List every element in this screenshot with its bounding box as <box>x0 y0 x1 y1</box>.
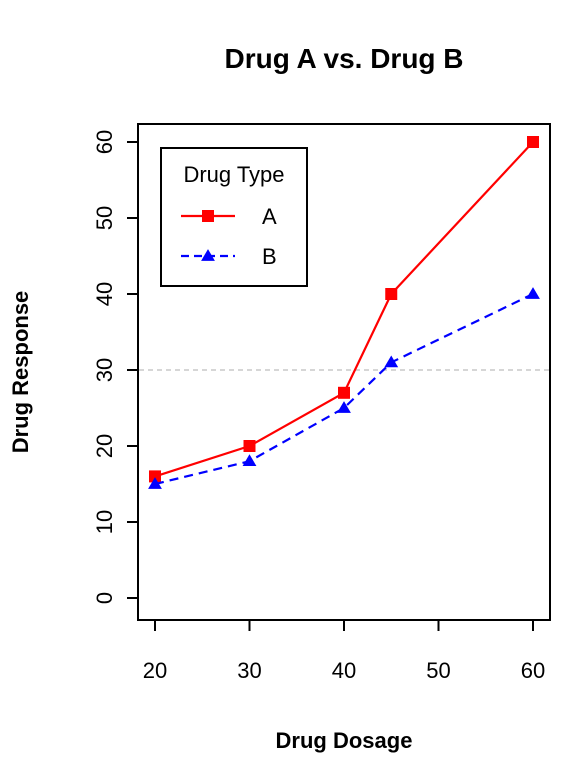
y-tick-label-50: 50 <box>92 206 117 230</box>
y-axis: 0 10 20 30 40 50 60 <box>92 130 139 604</box>
point-B-60 <box>526 287 540 299</box>
y-tick-label-10: 10 <box>92 510 117 534</box>
point-B-45 <box>384 355 399 368</box>
legend-label-A: A <box>262 204 277 229</box>
y-tick-label-20: 20 <box>92 434 117 458</box>
point-B-30 <box>242 454 257 467</box>
point-A-20 <box>149 470 161 483</box>
point-B-40 <box>337 401 351 413</box>
x-axis-title: Drug Dosage <box>276 728 413 753</box>
x-tick-label-20: 20 <box>143 658 167 683</box>
chart-title: Drug A vs. Drug B <box>224 43 463 74</box>
series-group <box>148 136 540 489</box>
y-tick-label-60: 60 <box>92 130 117 154</box>
y-axis-title: Drug Response <box>8 291 33 454</box>
legend-label-B: B <box>262 244 277 269</box>
point-A-30 <box>243 440 256 452</box>
point-B-20 <box>148 477 162 489</box>
legend-title: Drug Type <box>183 162 284 187</box>
x-tick-label-50: 50 <box>426 658 450 683</box>
x-tick-label-60: 60 <box>521 658 545 683</box>
series-A <box>149 136 539 483</box>
legend: Drug Type AB <box>160 147 308 287</box>
point-A-60 <box>527 136 539 148</box>
legend-marker-A <box>202 210 214 222</box>
x-axis: 20 30 40 50 60 <box>143 619 545 683</box>
point-A-45 <box>385 288 398 300</box>
x-tick-label-40: 40 <box>332 658 356 683</box>
series-B <box>148 287 540 489</box>
y-tick-label-0: 0 <box>92 592 117 604</box>
series-line-B <box>154 293 534 486</box>
y-tick-label-40: 40 <box>92 282 117 306</box>
legend-marker-B <box>201 249 215 261</box>
y-tick-label-30: 30 <box>92 358 117 382</box>
x-tick-label-30: 30 <box>237 658 261 683</box>
point-A-40 <box>338 386 350 399</box>
